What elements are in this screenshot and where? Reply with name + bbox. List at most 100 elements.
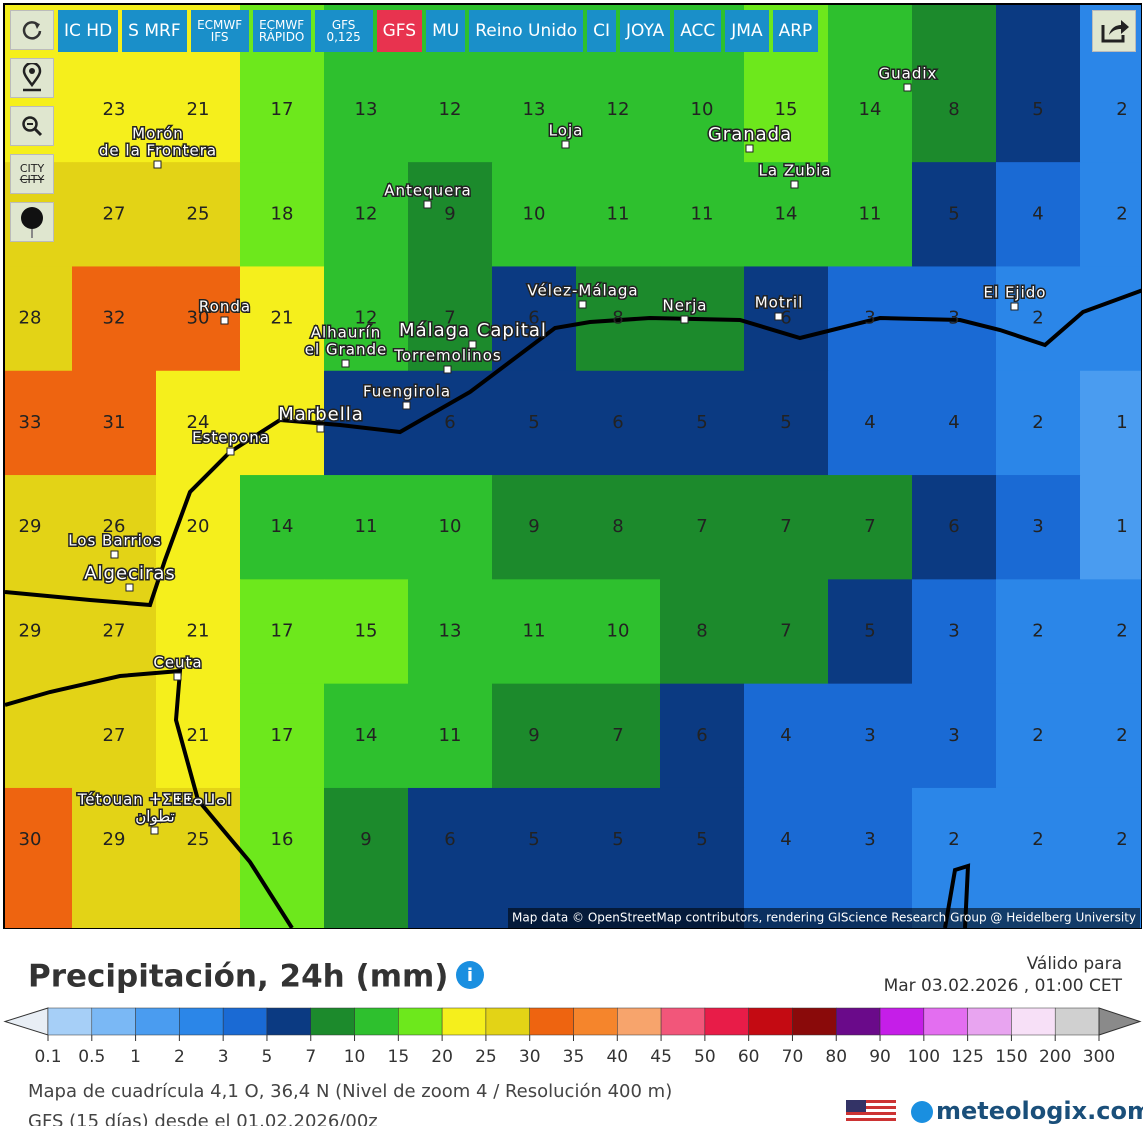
grid-value: 10	[523, 203, 546, 224]
grid-value: 27	[103, 621, 126, 642]
grid-value: 31	[103, 412, 126, 433]
grid-value: 3	[864, 829, 875, 850]
scale-segment	[836, 1007, 881, 1036]
grid-cell	[660, 162, 745, 267]
grid-value: 2	[1116, 621, 1127, 642]
grid-values: 23 21 17 13 12 13 12 10 15 14 8 5 227 25 18 12 9 10 11 11 14…	[19, 99, 1128, 850]
place-dot	[443, 365, 452, 374]
grid-value: 2	[1116, 203, 1127, 224]
grid-value: 2	[1116, 725, 1127, 746]
place-dot	[561, 140, 570, 149]
scale-segment	[441, 1007, 487, 1036]
model-button[interactable]: JMA	[725, 10, 769, 52]
grid-cell	[240, 162, 325, 267]
grid-value: 8	[948, 99, 959, 120]
place-label: Granada	[708, 124, 792, 145]
zoom-button[interactable]	[10, 106, 54, 146]
grid-value: 5	[948, 203, 959, 224]
grid-value: 3	[948, 725, 959, 746]
model-button[interactable]: ECMWF IFS	[190, 10, 249, 52]
place-label: Tétouan ⵜⵉⵟⵟⴰⵡⴰⵏ	[77, 791, 233, 809]
place-dot	[774, 312, 783, 321]
place-dot	[680, 315, 689, 324]
scale-segment	[179, 1007, 224, 1036]
place-label: Los Barrios	[68, 532, 162, 550]
model-button[interactable]: GFS 0,125	[314, 10, 373, 52]
grid-cell	[324, 162, 409, 267]
grid-value: 14	[271, 516, 294, 537]
info-icon[interactable]	[456, 961, 484, 989]
place-label: Alhaurín	[311, 324, 381, 342]
scale-segment	[310, 1007, 355, 1036]
grid-cell	[996, 5, 1081, 163]
grid-value: 33	[19, 412, 42, 433]
valid-time: Mar 03.02.2026 , 01:00 CET	[884, 976, 1123, 996]
scale-segment	[398, 1007, 443, 1036]
model-button[interactable]: ACC	[674, 10, 722, 52]
model-button[interactable]: GFS	[376, 10, 423, 52]
grid-cell	[744, 370, 829, 476]
grid-value: 3	[864, 308, 875, 329]
place-label: Motril	[755, 294, 804, 312]
place-label: Algeciras	[84, 563, 176, 584]
grid-value: 26	[103, 516, 126, 537]
grid-cell	[1080, 266, 1141, 372]
logo[interactable]: meteologix.com	[936, 1097, 1143, 1125]
city-button[interactable]: CITY CITY	[10, 154, 54, 194]
grid-cell	[912, 683, 997, 789]
grid-cell	[240, 683, 325, 789]
grid-value: 5	[612, 829, 623, 850]
refresh-button[interactable]	[10, 10, 54, 50]
place-label: Estepona	[192, 429, 270, 447]
grid-cell	[408, 266, 493, 372]
place-dot	[745, 144, 754, 153]
model-button[interactable]: S MRF	[122, 10, 187, 52]
us-flag[interactable]	[846, 1100, 896, 1126]
location-button[interactable]	[10, 58, 54, 98]
model-button[interactable]: ECMWF RÁPIDO	[252, 10, 311, 52]
share-button[interactable]	[1092, 10, 1136, 52]
grid-cell	[156, 683, 241, 789]
grid-cell	[240, 787, 325, 928]
grid-cell	[660, 475, 745, 580]
scale-label: 40	[606, 1047, 628, 1067]
scale-label: 5	[262, 1047, 273, 1067]
grid-cell	[324, 266, 409, 372]
grid-value: 6	[444, 412, 455, 433]
grid-value: 16	[271, 829, 294, 850]
place-label: Marbella	[278, 404, 364, 425]
grid-cell	[492, 266, 577, 372]
model-button[interactable]: JOYA	[620, 10, 671, 52]
model-button[interactable]: MU	[426, 10, 466, 52]
grid-value: 13	[439, 621, 462, 642]
model-button[interactable]: ARP	[772, 10, 819, 52]
marker-button[interactable]	[10, 202, 54, 242]
model-button[interactable]: IC HD	[58, 10, 119, 52]
grid-value: 17	[271, 621, 294, 642]
model-button[interactable]: CI	[587, 10, 617, 52]
scale-segment	[967, 1007, 1012, 1036]
grid-value: 7	[696, 516, 707, 537]
grid-value: 4	[1032, 203, 1043, 224]
grid-cell	[660, 579, 745, 685]
refresh-icon	[22, 21, 42, 40]
scale-label: 125	[951, 1047, 983, 1067]
grid-cell	[912, 475, 997, 580]
grid-cell	[828, 683, 913, 789]
grid-value: 12	[355, 308, 378, 329]
place-label: Loja	[549, 122, 584, 140]
grid-value: 8	[612, 308, 623, 329]
model-button[interactable]: Reino Unido	[469, 10, 584, 52]
grid-value: 3	[948, 308, 959, 329]
grid-value: 6	[696, 725, 707, 746]
grid-value: 9	[444, 203, 455, 224]
grid-cell	[5, 787, 73, 928]
grid-value: 2	[1032, 412, 1043, 433]
grid-value: 4	[780, 725, 791, 746]
scale-end-high	[1098, 1007, 1142, 1036]
scale-segment	[222, 1007, 268, 1036]
place-dot	[316, 424, 325, 433]
grid-value: 20	[187, 516, 210, 537]
scale-label: 30	[519, 1047, 541, 1067]
